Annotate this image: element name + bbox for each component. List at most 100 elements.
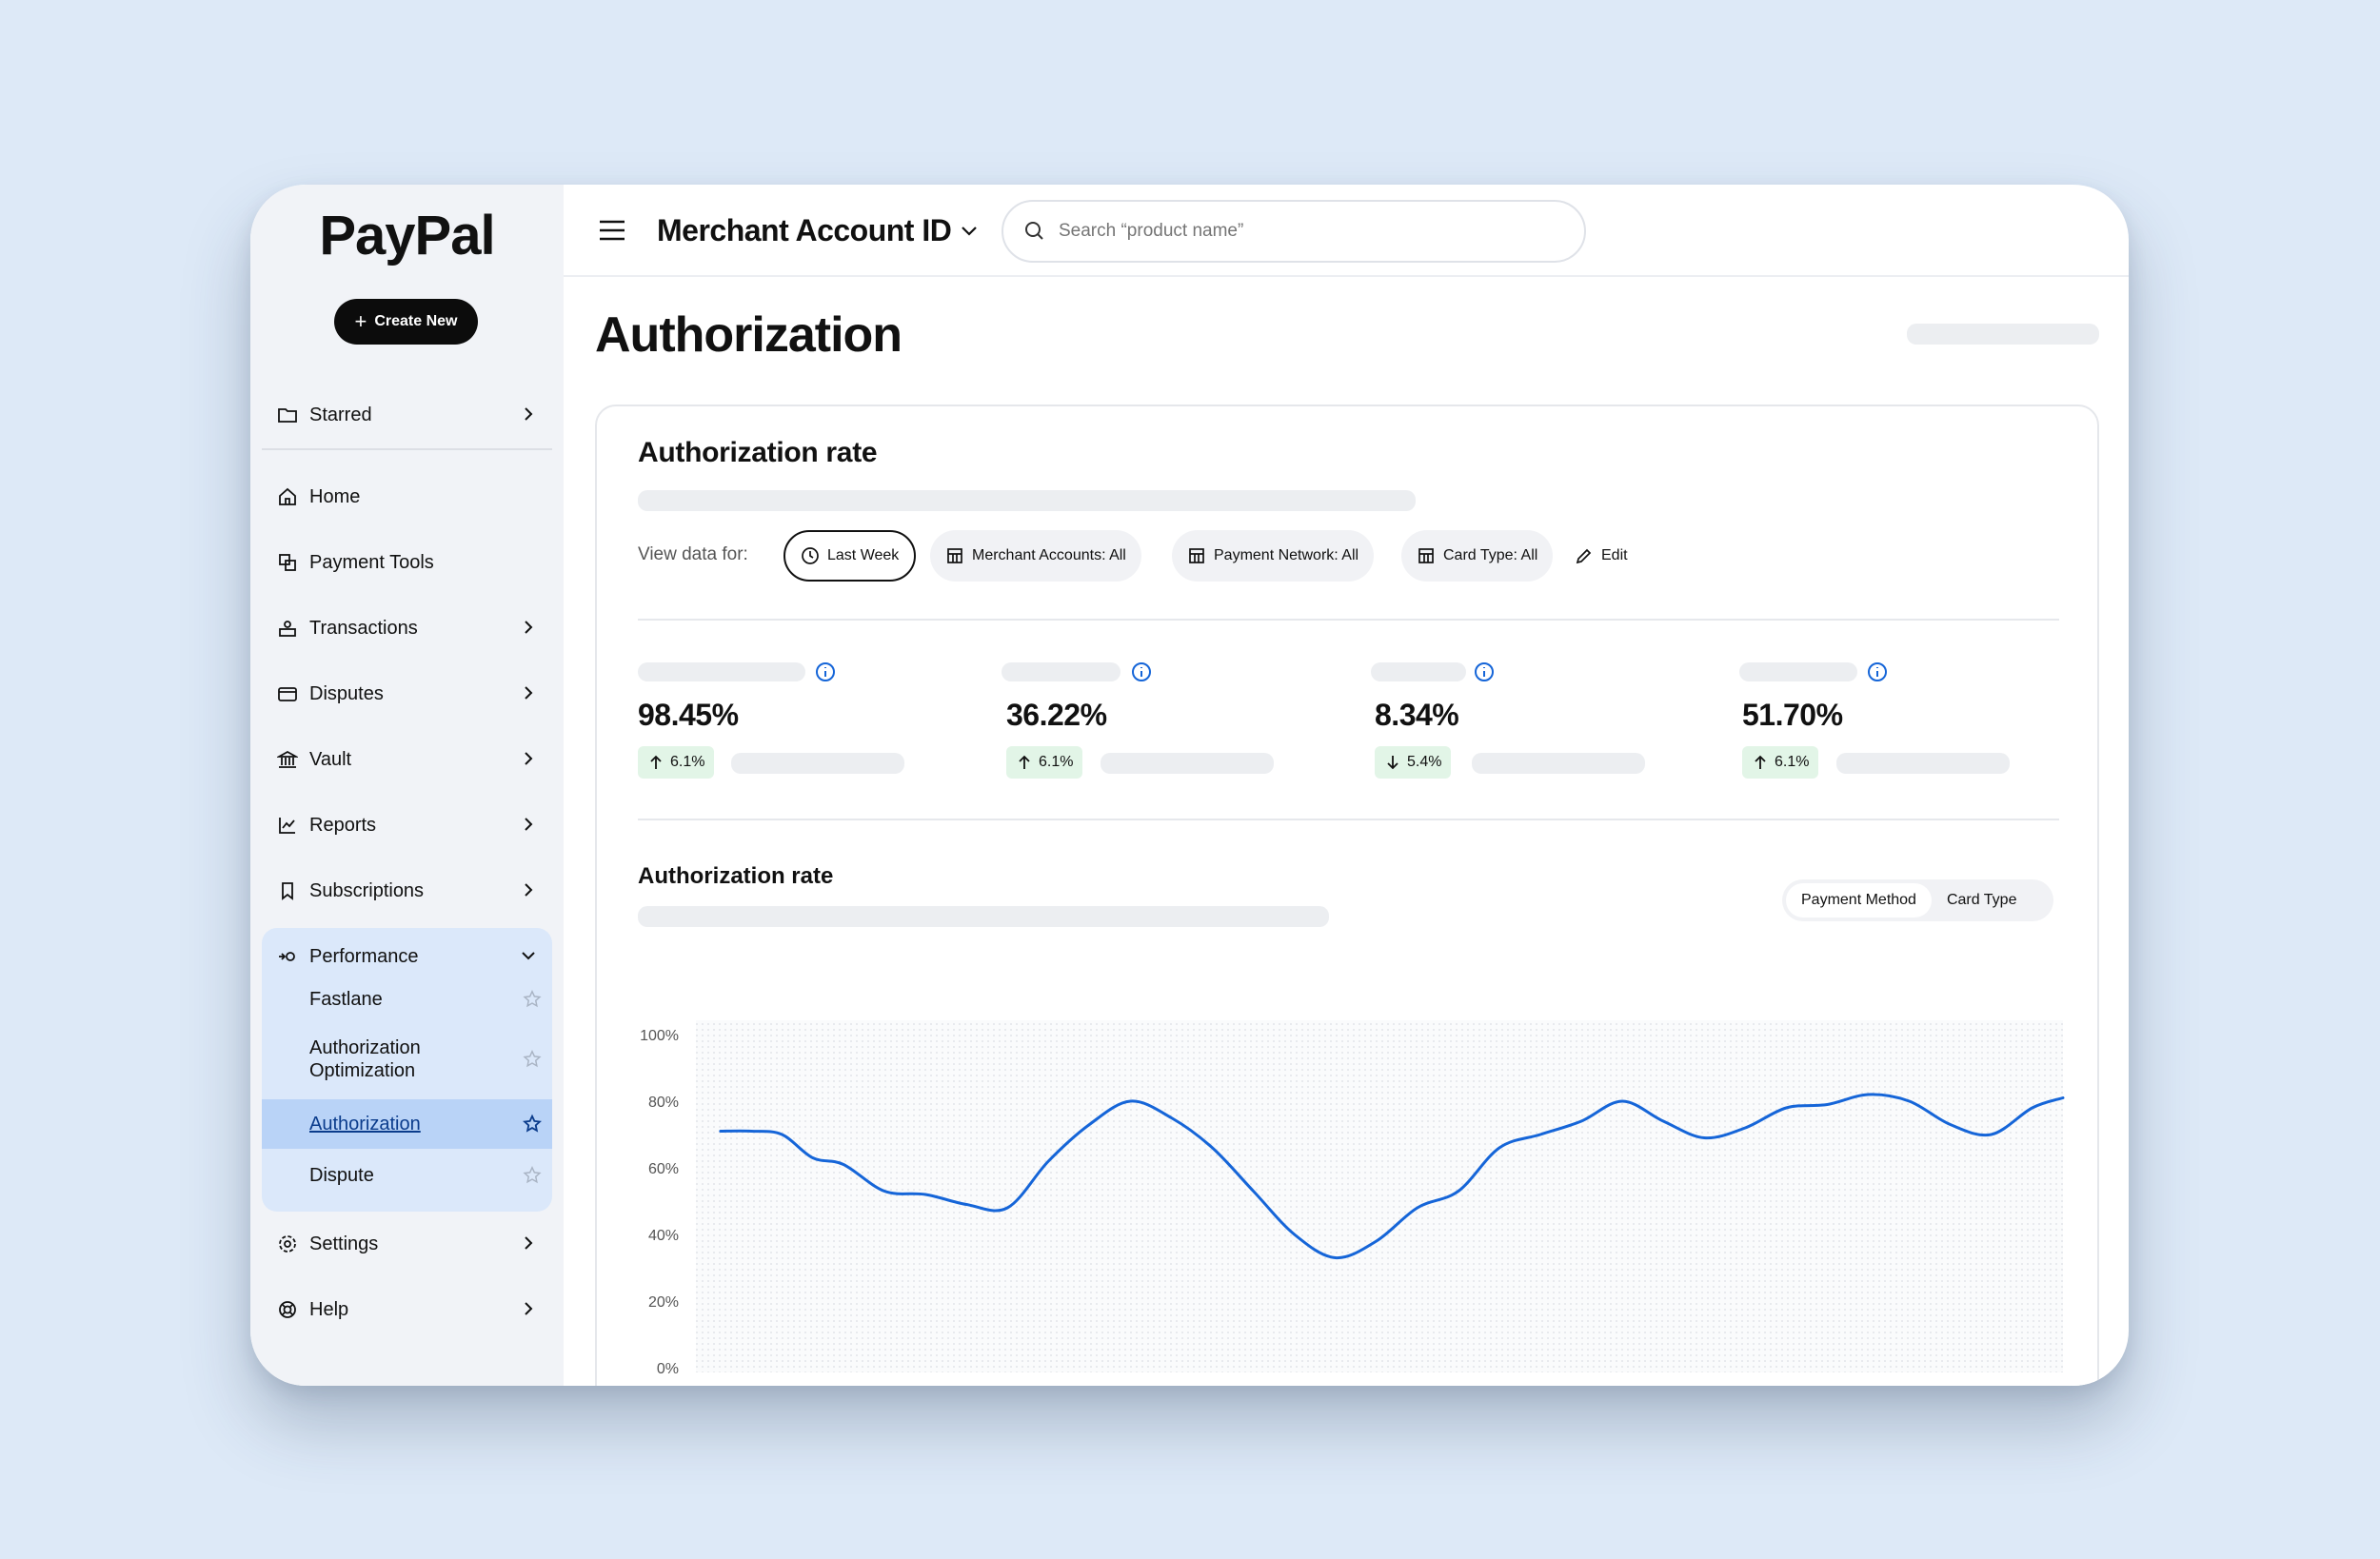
- info-icon[interactable]: [814, 661, 837, 683]
- sidebar-item-payment-tools[interactable]: Payment Tools: [262, 539, 552, 586]
- delta-badge: 6.1%: [638, 746, 715, 779]
- delta-value: 6.1%: [670, 754, 705, 770]
- folder-star-icon: [277, 405, 298, 425]
- chart-grouping-toggle: Payment Method Card Type: [1782, 879, 2053, 921]
- y-tick-label: 40%: [648, 1228, 679, 1244]
- sidebar-item-label: Vault: [309, 748, 352, 770]
- arrow-up-icon: [650, 755, 662, 769]
- sidebar-item-label: Payment Tools: [309, 551, 434, 573]
- sidebar-item-transactions[interactable]: Transactions: [262, 604, 552, 652]
- authorization-rate-card: Authorization rate View data for: Last W…: [595, 405, 2099, 1386]
- subtitle-placeholder: [638, 490, 1416, 511]
- chevron-right-icon: [525, 1302, 533, 1315]
- sidebar-item-performance[interactable]: Performance: [262, 933, 552, 980]
- star-icon[interactable]: [522, 989, 543, 1010]
- info-icon[interactable]: [1130, 661, 1153, 683]
- sidebar-item-vault[interactable]: Vault: [262, 736, 552, 783]
- sidebar-item-label: Reports: [309, 814, 377, 836]
- sidebar-item-disputes[interactable]: Disputes: [262, 670, 552, 718]
- sidebar-subitem-authorization-optimization[interactable]: Authorization Optimization: [262, 1022, 552, 1096]
- filter-card-type[interactable]: Card Type: All: [1401, 530, 1554, 582]
- help-icon: [277, 1299, 298, 1320]
- app-window: PayPal + Create New Starred Home Payment…: [250, 185, 2129, 1386]
- divider: [638, 619, 2059, 621]
- star-icon[interactable]: [522, 1114, 543, 1135]
- edit-filters-button[interactable]: Edit: [1559, 530, 1643, 582]
- payment-tools-icon: [277, 552, 298, 573]
- filter-last-week[interactable]: Last Week: [783, 530, 917, 582]
- subitem-label: Dispute: [309, 1164, 374, 1186]
- delta-value: 5.4%: [1407, 754, 1442, 770]
- info-icon[interactable]: [1866, 661, 1889, 683]
- merchant-account-title[interactable]: Merchant Account ID: [657, 213, 952, 247]
- subitem-label: Authorization Optimization: [309, 1037, 421, 1081]
- y-tick-label: 80%: [648, 1095, 679, 1111]
- sidebar-item-label: Settings: [309, 1233, 379, 1254]
- create-new-label: Create New: [374, 313, 458, 329]
- y-tick-label: 60%: [648, 1161, 679, 1177]
- top-bar: Merchant Account ID 9+: [564, 185, 2129, 277]
- divider: [638, 819, 2059, 820]
- store-icon: [947, 548, 962, 563]
- chevron-down-icon: [522, 952, 535, 960]
- metric-note-placeholder: [1101, 753, 1274, 774]
- chevron-right-icon: [525, 752, 533, 765]
- sidebar: PayPal + Create New Starred Home Payment…: [250, 185, 564, 1386]
- filter-label: Last Week: [827, 547, 900, 563]
- create-new-button[interactable]: + Create New: [334, 299, 478, 345]
- sidebar-item-help[interactable]: Help: [262, 1286, 552, 1333]
- search-input[interactable]: [1059, 221, 1554, 242]
- chevron-down-icon[interactable]: [958, 219, 981, 242]
- sidebar-item-reports[interactable]: Reports: [262, 801, 552, 849]
- performance-group: [262, 928, 552, 1212]
- chevron-right-icon: [525, 621, 533, 634]
- sidebar-item-settings[interactable]: Settings: [262, 1220, 552, 1268]
- sidebar-item-label: Performance: [309, 945, 419, 967]
- sidebar-item-home[interactable]: Home: [262, 473, 552, 521]
- subitem-label: Authorization: [309, 1113, 421, 1135]
- disputes-icon: [277, 683, 298, 704]
- metric-note-placeholder: [1836, 753, 2010, 774]
- search-bar[interactable]: [1002, 200, 1586, 263]
- paypal-logo[interactable]: PayPal: [319, 205, 495, 266]
- view-data-label: View data for:: [638, 544, 748, 564]
- sidebar-subitem-dispute[interactable]: Dispute: [262, 1152, 552, 1199]
- arrow-down-icon: [1387, 756, 1398, 770]
- card-title: Authorization rate: [638, 437, 878, 468]
- filter-label: Edit: [1601, 547, 1628, 563]
- pencil-icon: [1576, 548, 1592, 564]
- star-icon[interactable]: [522, 1049, 543, 1070]
- chevron-right-icon: [525, 407, 533, 421]
- star-icon[interactable]: [522, 1165, 543, 1186]
- toggle-card-type[interactable]: Card Type: [1946, 892, 2017, 908]
- filter-merchant-accounts[interactable]: Merchant Accounts: All: [930, 530, 1141, 582]
- metric-label-placeholder: [1371, 662, 1466, 681]
- filter-label: Merchant Accounts: All: [972, 547, 1126, 563]
- series-line: [719, 1093, 2065, 1260]
- sidebar-item-label: Transactions: [309, 617, 418, 639]
- page-title: Authorization: [595, 307, 902, 363]
- home-icon: [277, 486, 298, 507]
- gear-icon: [277, 1233, 298, 1254]
- sidebar-item-label: Home: [309, 485, 361, 507]
- metric-label-placeholder: [638, 662, 805, 681]
- metric-value: 51.70%: [1742, 698, 1843, 732]
- sidebar-item-starred[interactable]: Starred: [262, 391, 552, 439]
- info-icon[interactable]: [1473, 661, 1496, 683]
- bank-icon: [277, 749, 298, 770]
- sidebar-item-label: Disputes: [309, 682, 384, 704]
- y-tick-label: 0%: [657, 1361, 679, 1377]
- y-tick-label: 20%: [648, 1294, 679, 1311]
- chart-subtitle-placeholder: [638, 906, 1329, 927]
- bookmark-icon: [277, 880, 298, 901]
- toggle-payment-method[interactable]: Payment Method: [1786, 883, 1932, 918]
- sidebar-subitem-authorization[interactable]: Authorization: [262, 1099, 552, 1149]
- sidebar-item-label: Subscriptions: [309, 879, 425, 901]
- filter-payment-network[interactable]: Payment Network: All: [1172, 530, 1375, 582]
- menu-icon[interactable]: [598, 219, 626, 242]
- sidebar-item-subscriptions[interactable]: Subscriptions: [262, 867, 552, 915]
- store-icon: [1189, 548, 1204, 563]
- filter-label: Payment Network: All: [1214, 547, 1359, 563]
- metric-label-placeholder: [1002, 662, 1121, 681]
- sidebar-subitem-fastlane[interactable]: Fastlane: [262, 978, 552, 1020]
